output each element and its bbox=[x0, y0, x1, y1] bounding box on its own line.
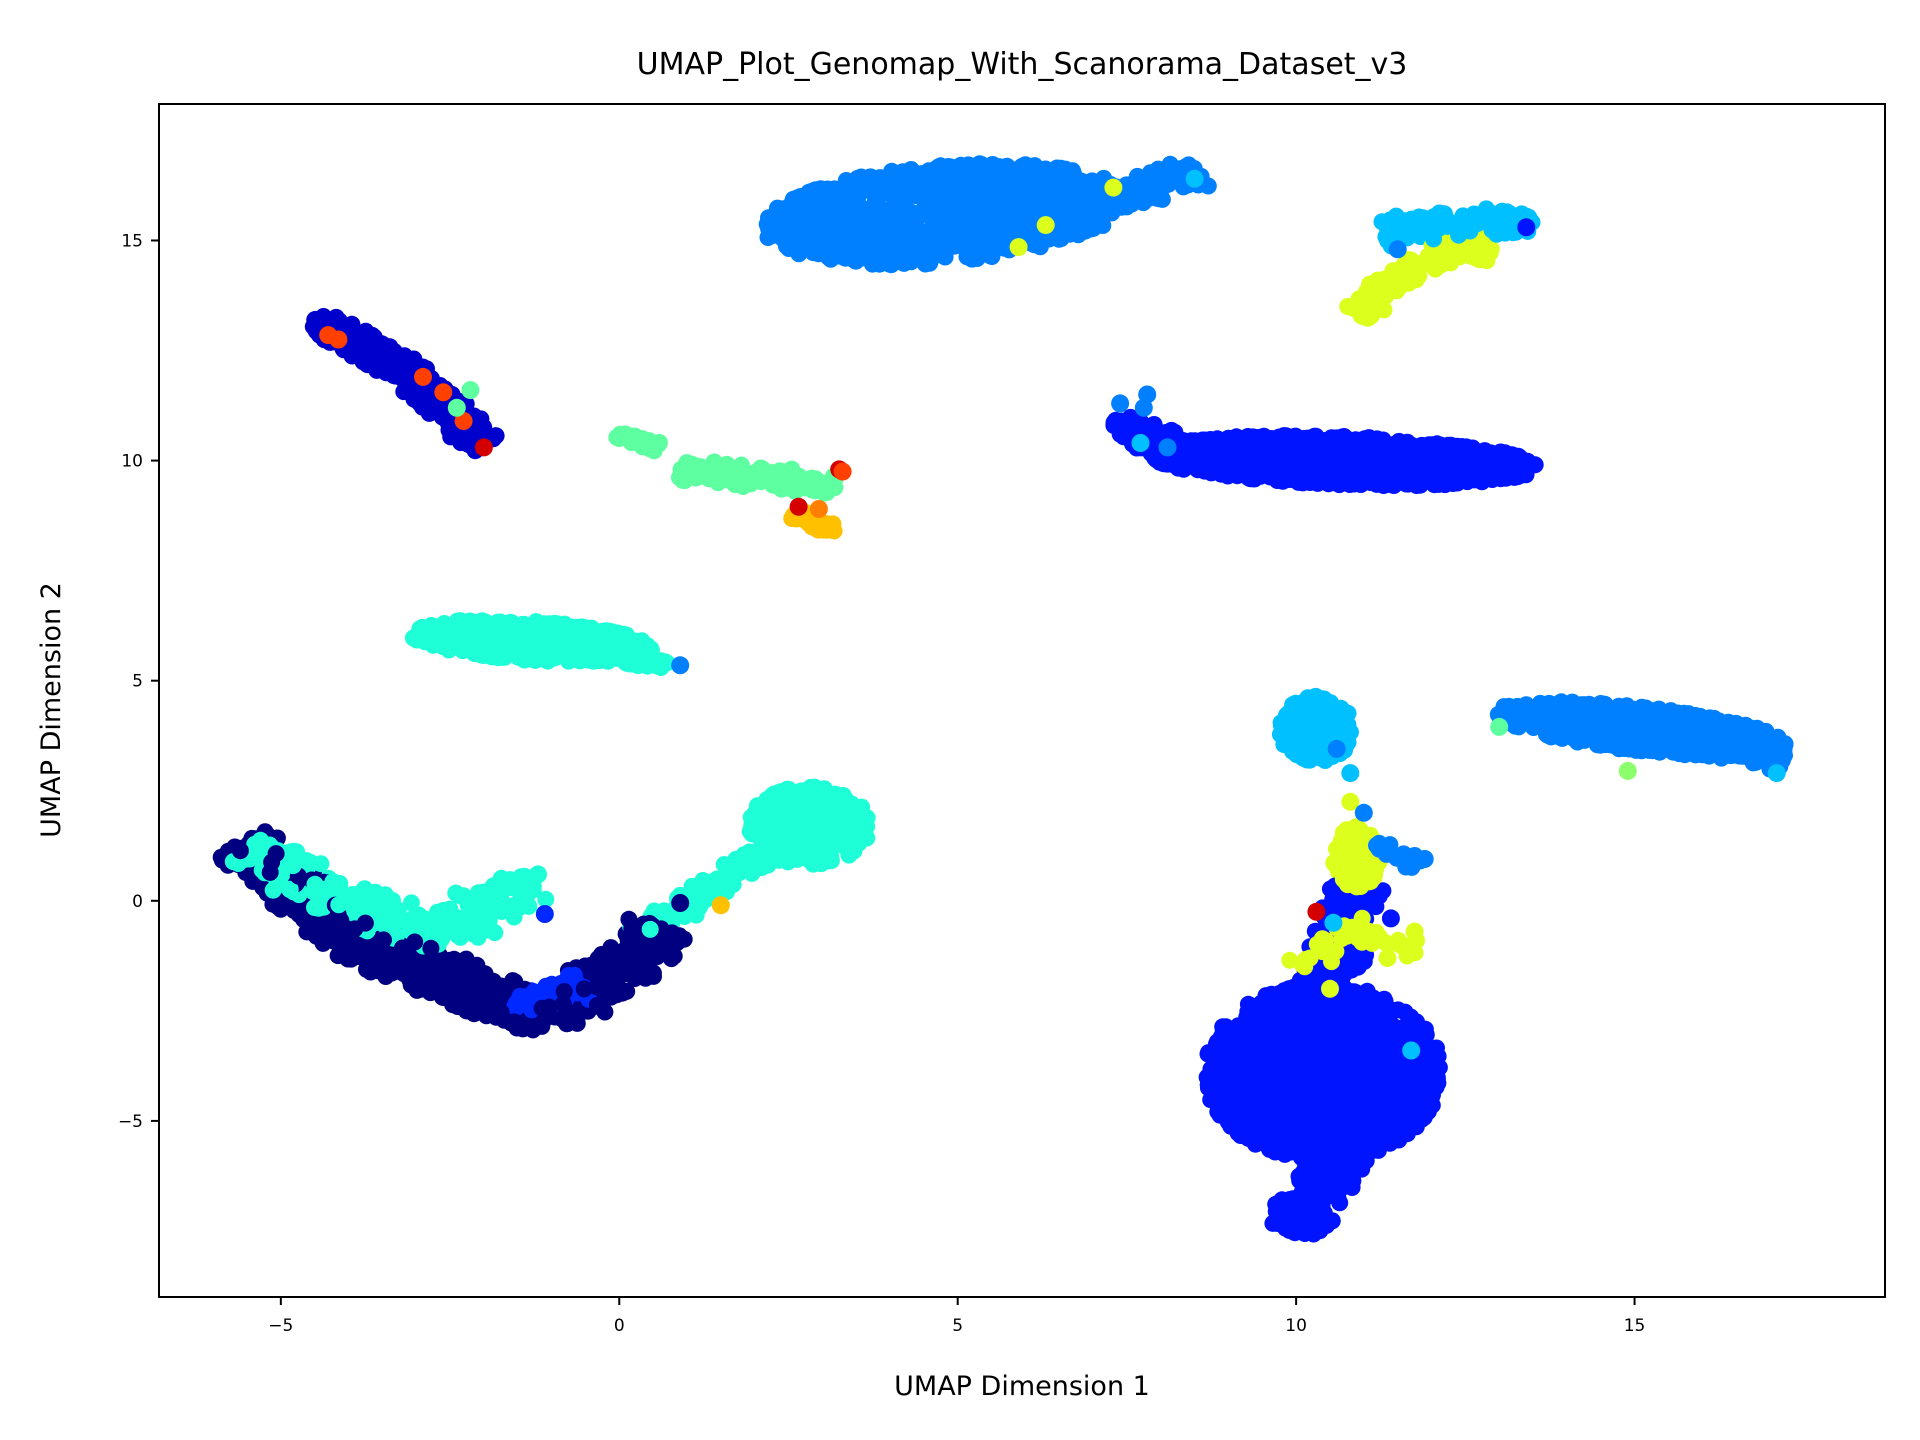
scatter-point bbox=[1716, 746, 1734, 764]
scatter-point bbox=[978, 240, 996, 258]
scatter-point bbox=[810, 809, 828, 827]
scatter-point bbox=[1402, 219, 1420, 237]
scatter-point bbox=[876, 181, 894, 199]
scatter-point bbox=[1089, 208, 1107, 226]
scatter-points bbox=[212, 155, 1794, 1243]
scatter-point bbox=[822, 202, 840, 220]
scatter-point bbox=[891, 181, 909, 198]
scatter-point bbox=[862, 182, 880, 200]
scatter-point bbox=[742, 808, 760, 826]
scatter-point bbox=[1453, 438, 1471, 455]
scatter-point bbox=[1680, 705, 1697, 723]
scatter-point bbox=[683, 877, 701, 895]
scatter-point bbox=[1181, 437, 1199, 455]
scatter-point bbox=[1164, 425, 1182, 443]
scatter-point bbox=[1316, 716, 1334, 734]
chart-title: UMAP_Plot_Genomap_With_Scanorama_Dataset… bbox=[637, 47, 1408, 82]
scatter-point bbox=[1064, 224, 1082, 242]
scatter-point bbox=[819, 180, 837, 198]
scatter-point bbox=[928, 228, 946, 246]
scatter-point bbox=[1113, 412, 1131, 430]
scatter-point bbox=[475, 418, 493, 436]
scatter-point bbox=[936, 248, 954, 266]
scatter-point bbox=[989, 228, 1007, 246]
scatter-point bbox=[487, 427, 505, 445]
scatter-point bbox=[888, 167, 906, 185]
scatter-point bbox=[1301, 474, 1319, 491]
scatter-point bbox=[901, 164, 919, 182]
scatter-point bbox=[354, 353, 372, 371]
scatter-point bbox=[1387, 207, 1405, 225]
scatter-point bbox=[783, 193, 801, 211]
scatter-point bbox=[1720, 730, 1738, 748]
scatter-point bbox=[802, 782, 820, 800]
